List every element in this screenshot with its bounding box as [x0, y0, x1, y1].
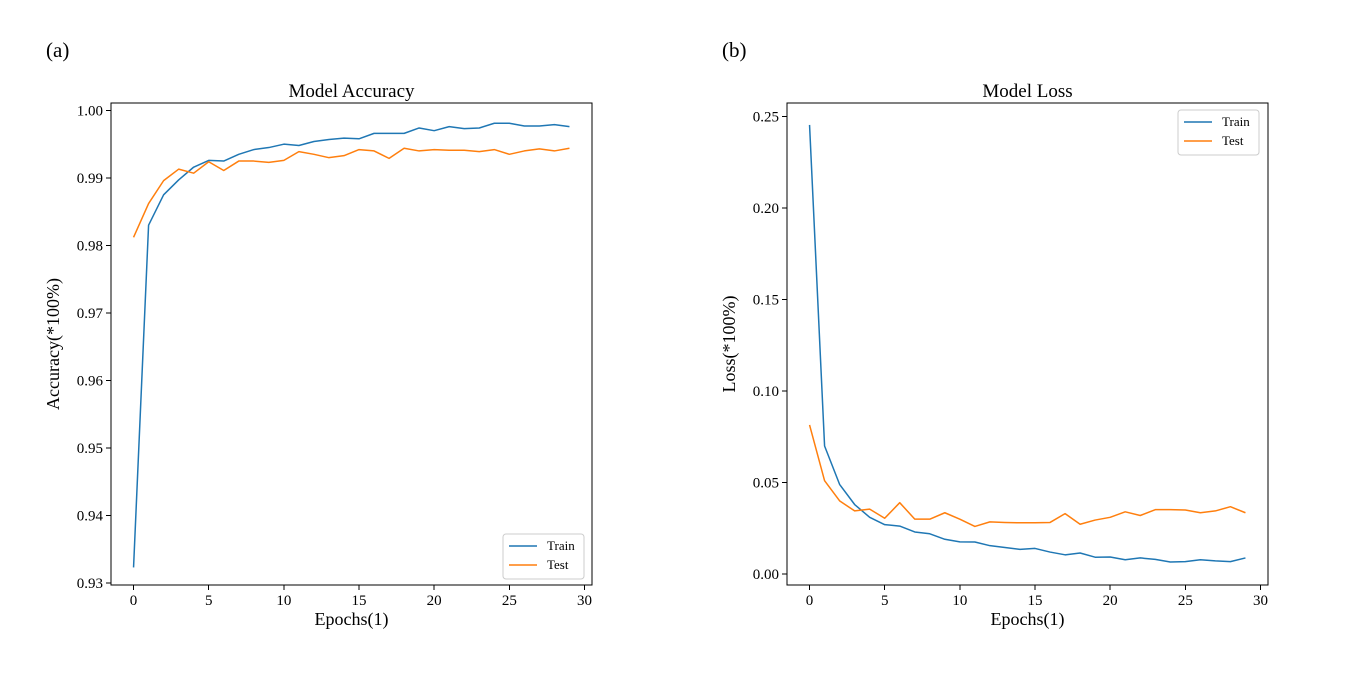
chart2-x-tick-label: 15: [1028, 593, 1043, 609]
chart1-x-tick-label: 20: [427, 593, 442, 609]
chart2-panel-label: (b): [722, 38, 747, 62]
chart1-plot-frame: [110, 102, 593, 586]
chart2-x-axis-label: Epochs(1): [991, 609, 1065, 630]
chart2-title: Model Loss: [982, 81, 1072, 102]
chart1-series-line-test: [132, 147, 570, 238]
chart1-x-tick-label: 10: [276, 593, 291, 609]
chart2-legend-label-train: Train: [1222, 114, 1250, 129]
chart2-y-tick-label: 0.20: [753, 201, 779, 217]
chart1-x-tick-label: 25: [502, 593, 517, 609]
chart1-legend-label-train: Train: [547, 538, 575, 553]
chart1-x-tick-label: 0: [130, 593, 138, 609]
chart2-x-tick-label: 25: [1178, 593, 1193, 609]
chart2-y-tick-label: 0.15: [753, 293, 779, 309]
chart1-y-tick-label: 0.94: [77, 508, 104, 524]
chart2-x-tick-label: 5: [881, 593, 889, 609]
chart1-y-tick-label: 0.95: [77, 441, 103, 457]
chart1-y-axis-label: Accuracy(*100%): [43, 278, 64, 410]
chart1-y-tick-label: 0.96: [77, 373, 104, 389]
chart2-y-tick-label: 0.25: [753, 110, 779, 126]
chart1-y-tick-label: 0.93: [77, 576, 103, 592]
chart2-x-tick-label: 30: [1253, 593, 1268, 609]
chart1-title: Model Accuracy: [288, 81, 415, 102]
chart1-legend-label-test: Test: [547, 557, 569, 572]
chart2-y-axis-label: Loss(*100%): [719, 296, 740, 393]
chart2-series-line-train: [808, 124, 1246, 563]
chart1-x-tick-label: 30: [577, 593, 592, 609]
chart1-series-line-train: [132, 122, 570, 568]
chart2-x-tick-label: 20: [1103, 593, 1118, 609]
chart1-x-tick-label: 15: [352, 593, 367, 609]
chart2-y-tick-label: 0.00: [753, 567, 779, 583]
chart1-y-tick-label: 1.00: [77, 103, 103, 119]
chart1-x-axis-label: Epochs(1): [315, 609, 389, 630]
chart2-x-tick-label: 10: [952, 593, 967, 609]
chart2-series-line-test: [808, 424, 1246, 528]
chart1-panel-label: (a): [46, 38, 69, 62]
chart2-x-tick-label: 0: [806, 593, 814, 609]
chart2-y-tick-label: 0.05: [753, 476, 779, 492]
chart2-y-tick-label: 0.10: [753, 384, 779, 400]
chart2-legend-label-test: Test: [1222, 133, 1244, 148]
chart1-y-tick-label: 0.99: [77, 171, 103, 187]
chart1-x-tick-label: 5: [205, 593, 213, 609]
chart2-plot-frame: [786, 102, 1269, 586]
chart1-y-tick-label: 0.97: [77, 306, 104, 322]
chart1-y-tick-label: 0.98: [77, 238, 103, 254]
